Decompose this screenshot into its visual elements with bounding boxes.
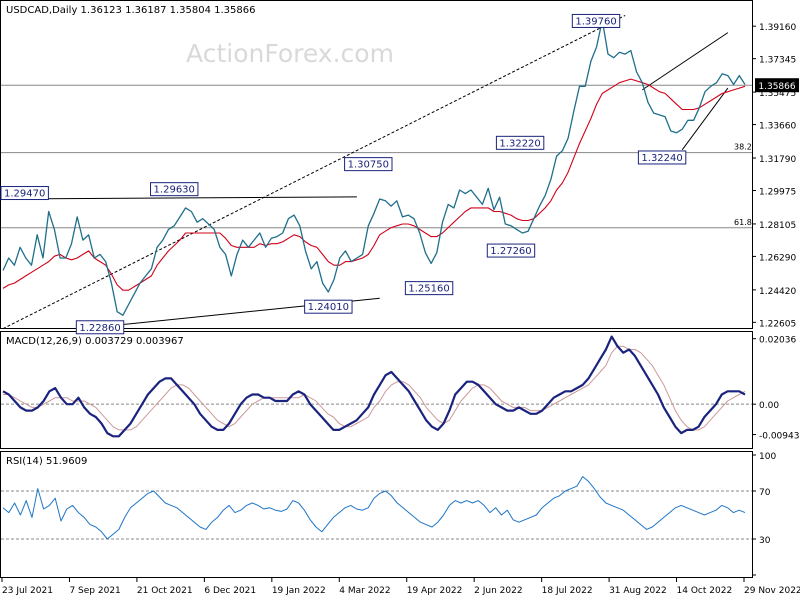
rsi-axis-label: 70: [759, 488, 771, 498]
annotation-label: 1.24010: [308, 302, 349, 313]
annotation-box: [304, 299, 353, 314]
price-annotation: 1.24010: [304, 299, 353, 314]
x-axis-label: 14 Oct 2022: [677, 586, 733, 596]
macd-axis-label: -0.009438: [759, 432, 800, 442]
resistance-line: [2, 196, 357, 200]
fib-label: 61.8: [734, 218, 752, 227]
annotation-label: 1.30750: [348, 160, 389, 171]
price-axis-label: 1.24420: [759, 287, 796, 297]
price-axis-label: 1.31790: [759, 155, 796, 165]
annotation-label: 1.32240: [641, 153, 682, 164]
annotation-box: [150, 182, 199, 197]
x-axis-label: 21 Oct 2021: [137, 586, 193, 596]
price-annotation: 1.27260: [486, 243, 536, 258]
x-axis-label: 18 Jul 2022: [542, 586, 593, 596]
rsi-title: RSI(14) 51.9609: [6, 456, 87, 467]
annotation-box: [495, 135, 545, 150]
price-axis-label: 1.29975: [759, 187, 796, 197]
x-axis-label: 4 Mar 2022: [339, 586, 390, 596]
fib-label: 38.2: [734, 143, 752, 152]
macd-signal-line: [3, 345, 746, 431]
price-badge-label: 1.35866: [758, 82, 795, 92]
x-axis-label: 29 Nov 2022: [744, 586, 800, 596]
price-annotation: 1.32220: [495, 135, 545, 150]
price-annotation: 1.22860: [75, 320, 125, 335]
x-axis-label: 7 Sep 2021: [69, 586, 120, 596]
price-line: [2, 19, 746, 316]
channel-upper-line: [641, 32, 729, 91]
macd-title: MACD(12,26,9) 0.003729 0.003967: [6, 336, 184, 347]
price-annotation: 1.30750: [344, 157, 393, 172]
price-annotation: 1.29630: [150, 182, 199, 197]
price-axis-label: 1.22605: [759, 319, 796, 329]
annotation-label: 1.29470: [4, 189, 45, 200]
rsi-panel: [0, 451, 753, 578]
macd-axis-label: 0.00: [759, 401, 779, 411]
price-axis-label: 1.37345: [759, 56, 796, 66]
price-axis-label: 1.26290: [759, 253, 796, 263]
annotation-label: 1.39760: [575, 16, 616, 27]
macd-line: [2, 335, 746, 438]
annotation-label: 1.29630: [154, 185, 195, 196]
dashed-trend-line: [2, 15, 626, 330]
price-badge: 1.35866: [755, 78, 799, 93]
price-annotation: 1.29470: [0, 186, 49, 201]
rsi-axis-label: 100: [759, 452, 776, 462]
x-axis-label: 6 Dec 2021: [204, 586, 256, 596]
annotation-box: [75, 320, 125, 335]
x-axis-label: 19 Apr 2022: [407, 586, 463, 596]
chart-title: USDCAD,Daily 1.36123 1.36187 1.35804 1.3…: [6, 5, 256, 16]
annotation-label: 1.32220: [499, 138, 540, 149]
rsi-axis-label: 30: [759, 536, 771, 546]
annotation-label: 1.25160: [408, 284, 449, 295]
price-annotation: 1.32240: [637, 150, 687, 165]
price-annotation: 1.25160: [404, 281, 454, 296]
annotation-box: [637, 150, 687, 165]
x-axis-label: 31 Aug 2022: [609, 586, 667, 596]
channel-lower-line: [681, 87, 729, 151]
annotation-box: [0, 186, 49, 201]
annotation-box: [404, 281, 454, 296]
annotation-box: [571, 13, 621, 28]
price-axis-label: 1.28105: [759, 221, 796, 231]
annotation-box: [344, 157, 393, 172]
price-annotation: 1.39760: [571, 13, 621, 28]
moving-average-line: [2, 78, 746, 291]
price-axis-label: 1.35475: [759, 89, 796, 99]
price-badge-box: [755, 78, 799, 93]
rsi-line: [2, 476, 746, 540]
x-axis-label: 23 Jul 2021: [2, 586, 53, 596]
price-axis-label: 1.39160: [759, 23, 796, 33]
x-axis-label: 2 Jun 2022: [474, 586, 522, 596]
annotation-label: 1.27260: [490, 246, 531, 257]
price-axis-label: 1.33660: [759, 122, 796, 132]
macd-axis-label: 0.02036: [759, 336, 796, 346]
annotation-label: 1.22860: [79, 323, 120, 334]
watermark: ActionForex.com: [186, 39, 394, 68]
x-axis-label: 19 Jan 2022: [272, 586, 326, 596]
annotation-box: [486, 243, 536, 258]
